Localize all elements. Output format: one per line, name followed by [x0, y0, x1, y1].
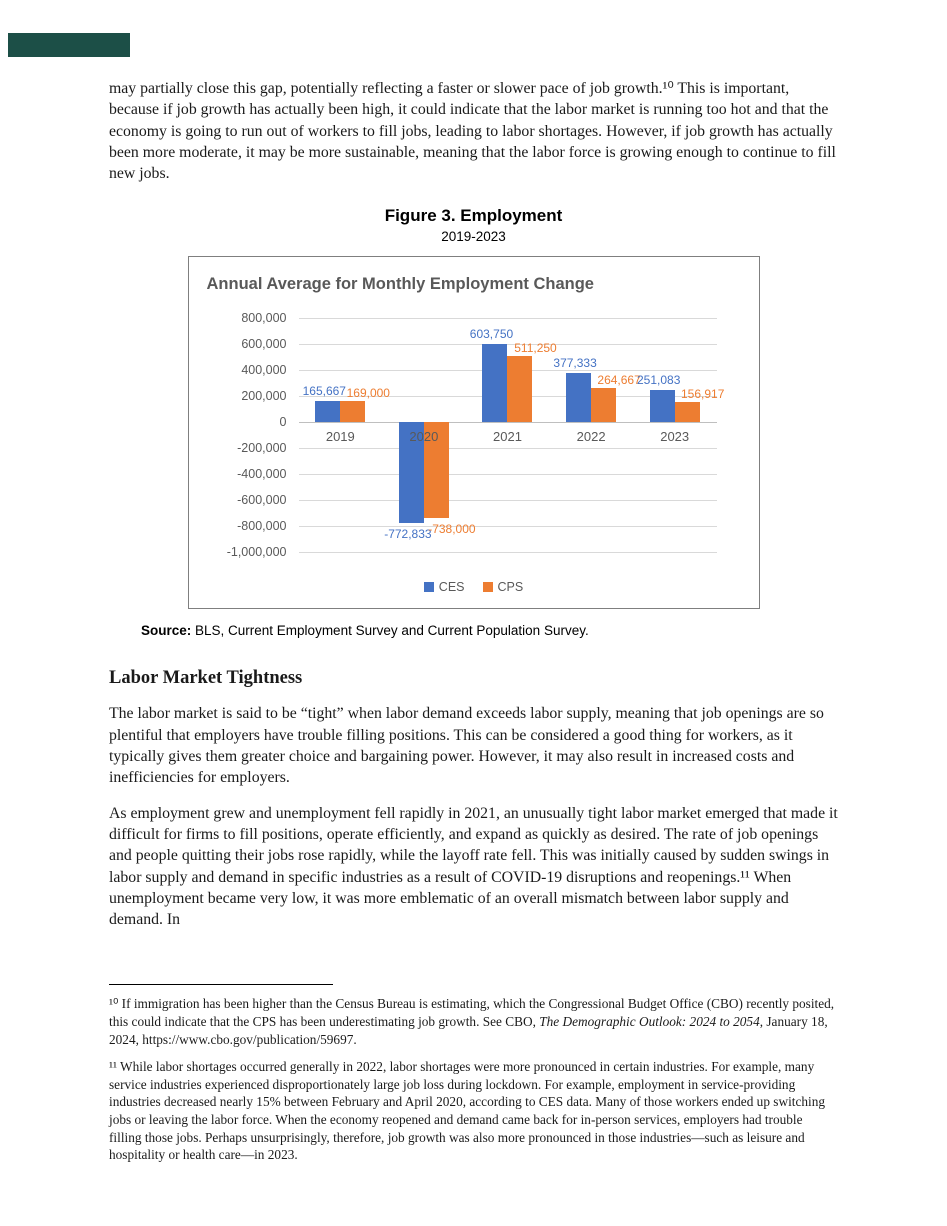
- figure-title: Figure 3. Employment: [384, 206, 563, 226]
- bar-value-label: 377,333: [553, 356, 597, 371]
- bar-value-label: -738,000: [428, 522, 476, 537]
- y-axis-tick-label: 0: [279, 415, 287, 430]
- y-axis-tick-label: 600,000: [241, 337, 287, 352]
- bar-cps-2020: [423, 422, 449, 519]
- bar-value-label: 169,000: [346, 385, 390, 400]
- section-heading: Labor Market Tightness: [109, 668, 303, 689]
- x-axis-tick-label: 2019: [325, 429, 355, 445]
- bar-cps-2023: [674, 402, 700, 423]
- legend-item-cps: CPS: [482, 580, 524, 595]
- bar-value-label: 511,250: [514, 341, 557, 356]
- gridline: [298, 474, 717, 476]
- y-axis-tick-label: -200,000: [237, 441, 287, 456]
- bar-value-label: -772,833: [384, 526, 432, 541]
- x-axis-tick-label: 2021: [493, 429, 522, 445]
- paragraph-tightness-1: The labor market is said to be “tight” w…: [109, 705, 824, 787]
- footnote-10: ¹⁰ If immigration has been higher than t…: [109, 995, 838, 1048]
- y-axis-tick-label: 200,000: [241, 389, 287, 404]
- category-slot-2019: 2019 165,667 169,000: [299, 318, 390, 552]
- bar-value-label: 251,083: [636, 372, 681, 387]
- gridline: [298, 500, 717, 502]
- y-axis-tick-label: 800,000: [241, 311, 287, 326]
- bar-cps-2021: [507, 356, 533, 423]
- x-axis-tick-label: 2022: [576, 429, 606, 445]
- bar-value-label: 156,917: [680, 387, 725, 402]
- y-axis-tick-label: -1,000,000: [226, 545, 287, 560]
- x-axis-tick-label: 2020: [409, 429, 439, 445]
- source-label: Source:: [141, 623, 192, 639]
- figure-subtitle: 2019-2023: [441, 229, 506, 245]
- footnote-11: ¹¹ While labor shortages occurred genera…: [109, 1059, 825, 1163]
- chart-legend: CES CPS: [203, 580, 745, 594]
- bar-ces-2023: [649, 389, 675, 423]
- gridline: [298, 526, 717, 528]
- legend-label: CPS: [497, 580, 524, 595]
- category-slot-2021: 2021 603,750 511,250: [466, 318, 557, 552]
- document-page: may partially close this gap, potentiall…: [8, 33, 838, 1163]
- bar-ces-2022: [566, 373, 592, 423]
- bar-cps-2019: [340, 400, 366, 423]
- chart-title: Annual Average for Monthly Employment Ch…: [206, 275, 594, 294]
- bar-value-label: 264,667: [597, 373, 641, 388]
- bar-value-label: 165,667: [302, 383, 346, 398]
- category-slot-2020: 2020 -772,833 -738,000: [382, 318, 476, 552]
- bar-value-label: 603,750: [469, 326, 514, 341]
- category-slot-2022: 2022 377,333 264,667: [549, 318, 640, 552]
- footnote-10-italic-title: The Demographic Outlook: 2024 to 2054: [539, 1014, 760, 1030]
- legend-item-ces: CES: [423, 580, 465, 595]
- paragraph-tightness-2: As employment grew and unemployment fell…: [109, 804, 838, 929]
- gridline: [298, 448, 717, 450]
- legend-swatch: [482, 582, 493, 593]
- gridline: [298, 422, 717, 424]
- bar-ces-2019: [315, 400, 341, 423]
- chart-plot-area: 800,000 600,000 400,000 200,000 0 -200,000 -40…: [227, 311, 725, 559]
- y-axis-tick-label: 400,000: [241, 363, 287, 378]
- gridline: [298, 344, 717, 346]
- bar-ces-2020: [398, 422, 424, 523]
- footnote-10-text-end: , January 18, 2024, https://www.cbo.gov/…: [109, 1014, 828, 1047]
- bar-cps-2022: [591, 388, 617, 423]
- y-axis-tick-label: -800,000: [237, 519, 287, 534]
- y-axis-tick-label: -400,000: [237, 467, 287, 482]
- y-axis-tick-label: -600,000: [237, 493, 287, 508]
- gridline: [298, 552, 717, 554]
- legend-label: CES: [438, 580, 465, 595]
- header-accent-bar: [8, 33, 130, 57]
- gridline: [298, 318, 717, 320]
- category-slot-2023: 2023 251,083 156,917: [633, 318, 724, 552]
- x-axis-tick-label: 2023: [660, 429, 690, 445]
- legend-swatch: [423, 582, 434, 593]
- footnote-separator: [109, 984, 333, 986]
- footnote-10-text: ¹⁰ If immigration has been higher than t…: [109, 996, 835, 1030]
- figure-source: Source: BLS, Current Employment Survey a…: [141, 623, 838, 638]
- intro-paragraph: may partially close this gap, potentiall…: [109, 80, 836, 183]
- source-text: BLS, Current Employment Survey and Curre…: [191, 623, 589, 639]
- bar-ces-2021: [482, 343, 508, 423]
- figure-3-chart: Annual Average for Monthly Employment Ch…: [187, 256, 760, 610]
